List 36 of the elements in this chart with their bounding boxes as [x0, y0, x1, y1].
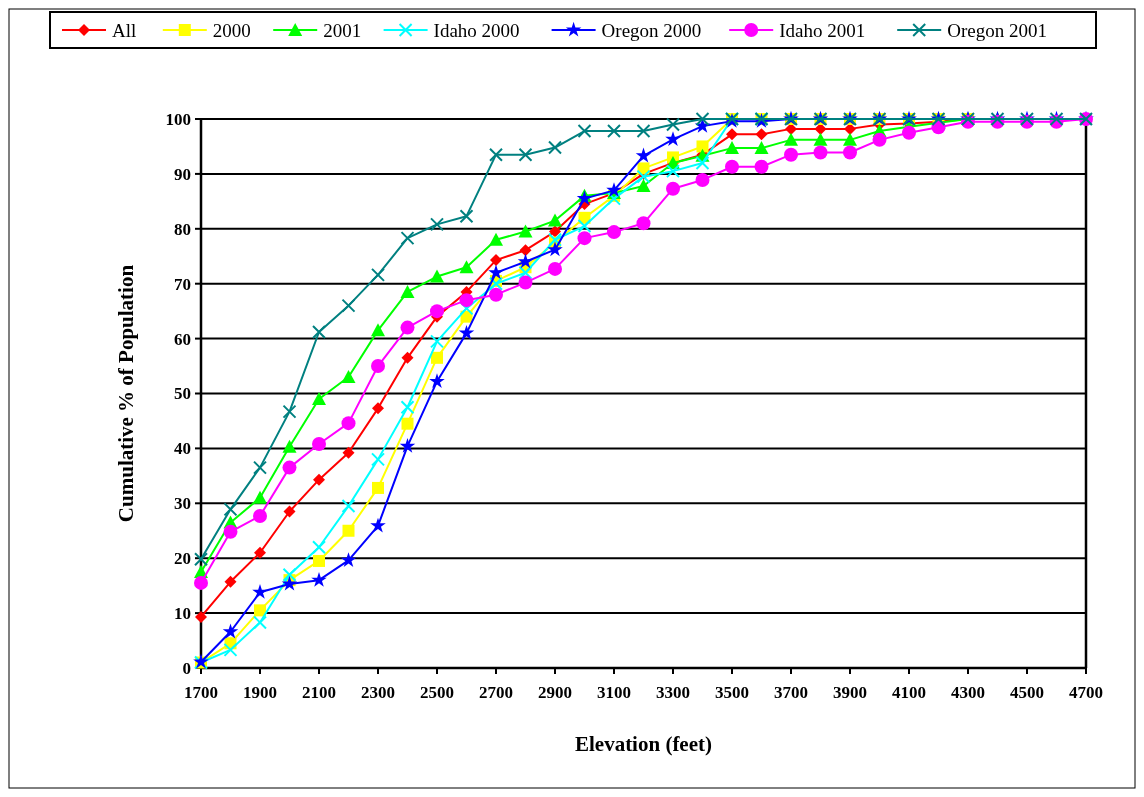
y-tick-label: 40	[174, 439, 191, 459]
x-axis-title: Elevation (feet)	[574, 732, 713, 756]
y-tick-label: 60	[174, 329, 191, 349]
y-tick-label: 30	[174, 494, 191, 514]
legend-label: 2000	[212, 19, 251, 41]
y-tick-label: 0	[182, 658, 191, 678]
x-tick-label: 2500	[420, 683, 454, 702]
x-tick-label: 3900	[833, 683, 867, 702]
y-tick-label: 90	[174, 164, 191, 184]
x-tick-label: 2700	[479, 683, 513, 702]
legend-label: Idaho 2001	[779, 19, 866, 41]
x-tick-label: 1900	[243, 683, 277, 702]
x-tick-label: 3500	[715, 683, 749, 702]
y-axis-title: Cumulative % of Population	[114, 264, 138, 523]
x-tick-label: 1700	[184, 683, 218, 702]
x-tick-label: 3300	[656, 683, 690, 702]
x-tick-label: 2300	[361, 683, 395, 702]
x-tick-label: 2100	[302, 683, 336, 702]
legend-label: 2001	[323, 19, 362, 41]
x-tick-label: 3700	[774, 683, 808, 702]
y-tick-label: 50	[174, 384, 191, 404]
y-tick-label: 100	[165, 109, 191, 129]
y-tick-label: 10	[174, 604, 191, 624]
legend-label: All	[112, 19, 137, 41]
legend-label: Idaho 2000	[433, 19, 520, 41]
x-tick-label: 2900	[538, 683, 572, 702]
x-tick-label: 4300	[951, 683, 985, 702]
x-tick-label: 4700	[1069, 683, 1103, 702]
x-tick-label: 4500	[1010, 683, 1044, 702]
x-tick-label: 3100	[597, 683, 631, 702]
x-tick-label: 4100	[892, 683, 926, 702]
y-tick-label: 20	[174, 549, 191, 569]
y-tick-label: 80	[174, 219, 191, 239]
legend-label: Oregon 2001	[947, 19, 1047, 41]
legend-label: Oregon 2000	[601, 19, 702, 41]
y-tick-label: 70	[174, 274, 191, 294]
